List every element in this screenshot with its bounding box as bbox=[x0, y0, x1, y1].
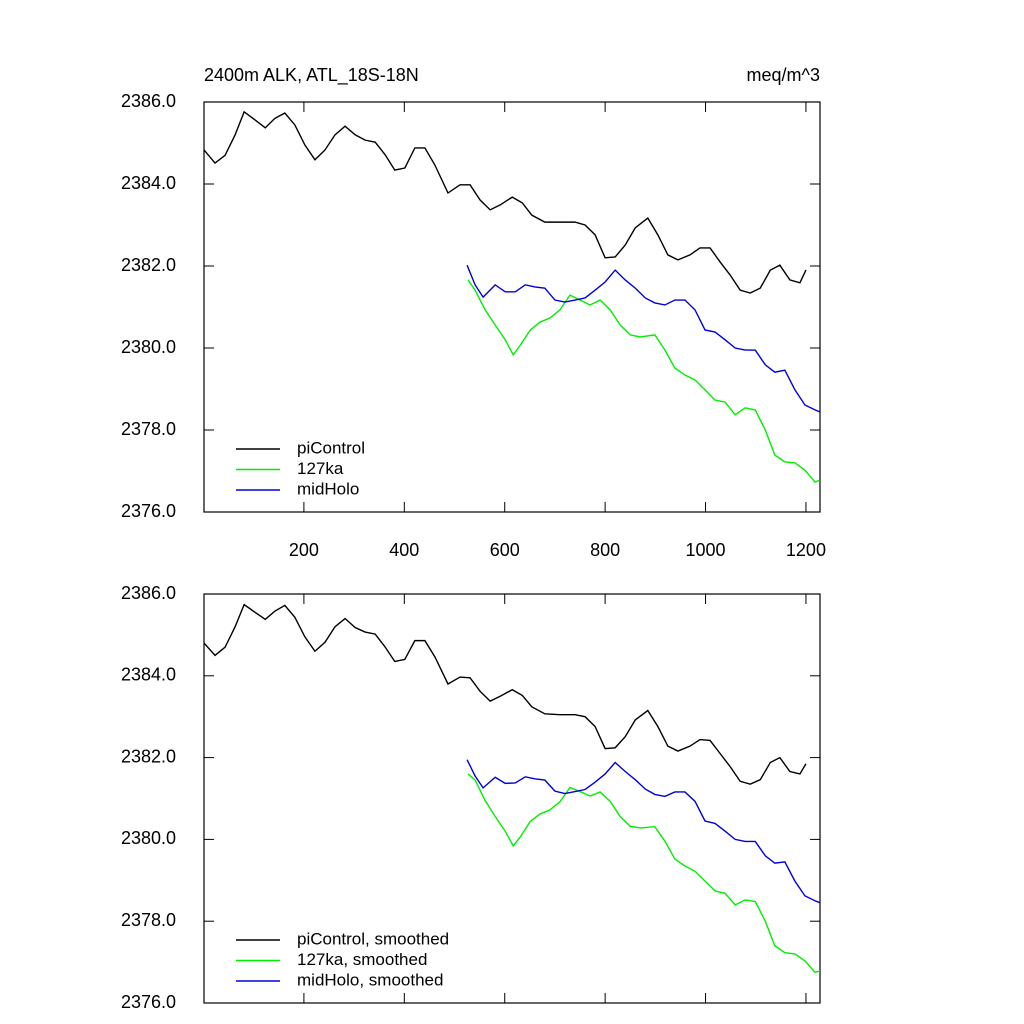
legend-label: 127ka bbox=[297, 459, 344, 478]
x-tick-label: 1200 bbox=[786, 540, 826, 560]
chart-title: 2400m ALK, ATL_18S-18N bbox=[204, 65, 419, 86]
y-tick-label: 2378.0 bbox=[121, 419, 176, 439]
series-line bbox=[466, 759, 821, 904]
y-tick-label: 2376.0 bbox=[121, 992, 176, 1012]
x-tick-label: 800 bbox=[590, 540, 620, 560]
y-tick-label: 2382.0 bbox=[121, 255, 176, 275]
y-tick-label: 2386.0 bbox=[121, 583, 176, 603]
x-tick-label: 600 bbox=[490, 540, 520, 560]
plot-frame bbox=[203, 593, 821, 1004]
y-tick-label: 2384.0 bbox=[121, 173, 176, 193]
series-line bbox=[203, 110, 807, 294]
units-label: meq/m^3 bbox=[747, 65, 820, 85]
x-tick-label: 200 bbox=[289, 540, 319, 560]
legend-label: piControl bbox=[297, 438, 365, 457]
plot-frame bbox=[203, 101, 821, 513]
legend-label: midHolo, smoothed bbox=[297, 970, 443, 989]
y-tick-label: 2386.0 bbox=[121, 91, 176, 111]
series-line bbox=[203, 603, 807, 785]
legend-label: 127ka, smoothed bbox=[297, 950, 427, 969]
y-tick-label: 2380.0 bbox=[121, 828, 176, 848]
y-tick-label: 2378.0 bbox=[121, 910, 176, 930]
y-tick-label: 2382.0 bbox=[121, 746, 176, 766]
y-tick-label: 2380.0 bbox=[121, 337, 176, 357]
legend-label: piControl, smoothed bbox=[297, 929, 449, 948]
y-tick-label: 2384.0 bbox=[121, 665, 176, 685]
series-line bbox=[467, 279, 821, 483]
x-tick-label: 400 bbox=[389, 540, 419, 560]
y-tick-label: 2376.0 bbox=[121, 501, 176, 521]
series-line bbox=[467, 773, 821, 974]
x-tick-label: 1000 bbox=[686, 540, 726, 560]
series-line bbox=[466, 264, 821, 413]
legend-label: midHolo bbox=[297, 479, 359, 498]
